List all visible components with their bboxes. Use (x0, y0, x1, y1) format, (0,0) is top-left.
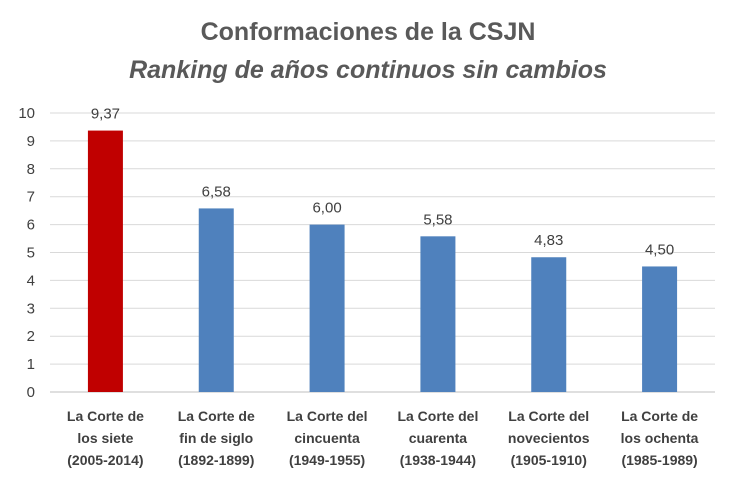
category-label: (1905-1910) (511, 452, 587, 468)
data-label: 4,50 (645, 241, 674, 258)
category-label: novecientos (508, 430, 590, 446)
y-tick-label: 5 (27, 245, 35, 262)
y-tick-label: 1 (27, 356, 35, 373)
category-label: cuarenta (409, 430, 468, 446)
category-label: (1938-1944) (400, 452, 476, 468)
data-label: 4,83 (534, 232, 563, 249)
y-tick-label: 3 (27, 300, 35, 317)
category-label: (1949-1955) (289, 452, 365, 468)
category-label: (2005-2014) (67, 452, 143, 468)
category-label: La Corte de (178, 408, 255, 424)
y-tick-label: 8 (27, 161, 35, 178)
bar (531, 257, 567, 392)
y-tick-label: 2 (27, 328, 35, 345)
y-tick-label: 7 (27, 189, 35, 206)
category-label: cincuenta (294, 430, 360, 446)
category-label: La Corte del (397, 408, 478, 424)
y-tick-label: 6 (27, 217, 35, 234)
chart-title: Conformaciones de la CSJN (200, 18, 536, 46)
category-label: fin de siglo (179, 430, 253, 446)
bar (642, 266, 678, 392)
y-tick-label: 4 (27, 272, 35, 289)
category-label: La Corte del (287, 408, 368, 424)
category-label: La Corte del (508, 408, 589, 424)
data-label: 5,58 (423, 211, 452, 228)
y-tick-label: 10 (18, 105, 35, 122)
category-label: los ochenta (621, 430, 699, 446)
bar (87, 130, 123, 392)
category-label: (1892-1899) (178, 452, 254, 468)
chart-subtitle: Ranking de años continuos sin cambios (129, 56, 607, 84)
data-label: 6,58 (202, 183, 231, 200)
bar (198, 208, 234, 392)
data-label: 9,37 (91, 106, 120, 123)
y-tick-label: 9 (27, 133, 35, 150)
bar (309, 224, 345, 392)
category-label: La Corte de (67, 408, 144, 424)
category-label: los siete (77, 430, 133, 446)
category-label: La Corte de (621, 408, 698, 424)
data-label: 6,00 (312, 200, 341, 217)
bar (420, 236, 456, 392)
category-label: (1985-1989) (621, 452, 697, 468)
y-tick-label: 0 (27, 384, 35, 401)
